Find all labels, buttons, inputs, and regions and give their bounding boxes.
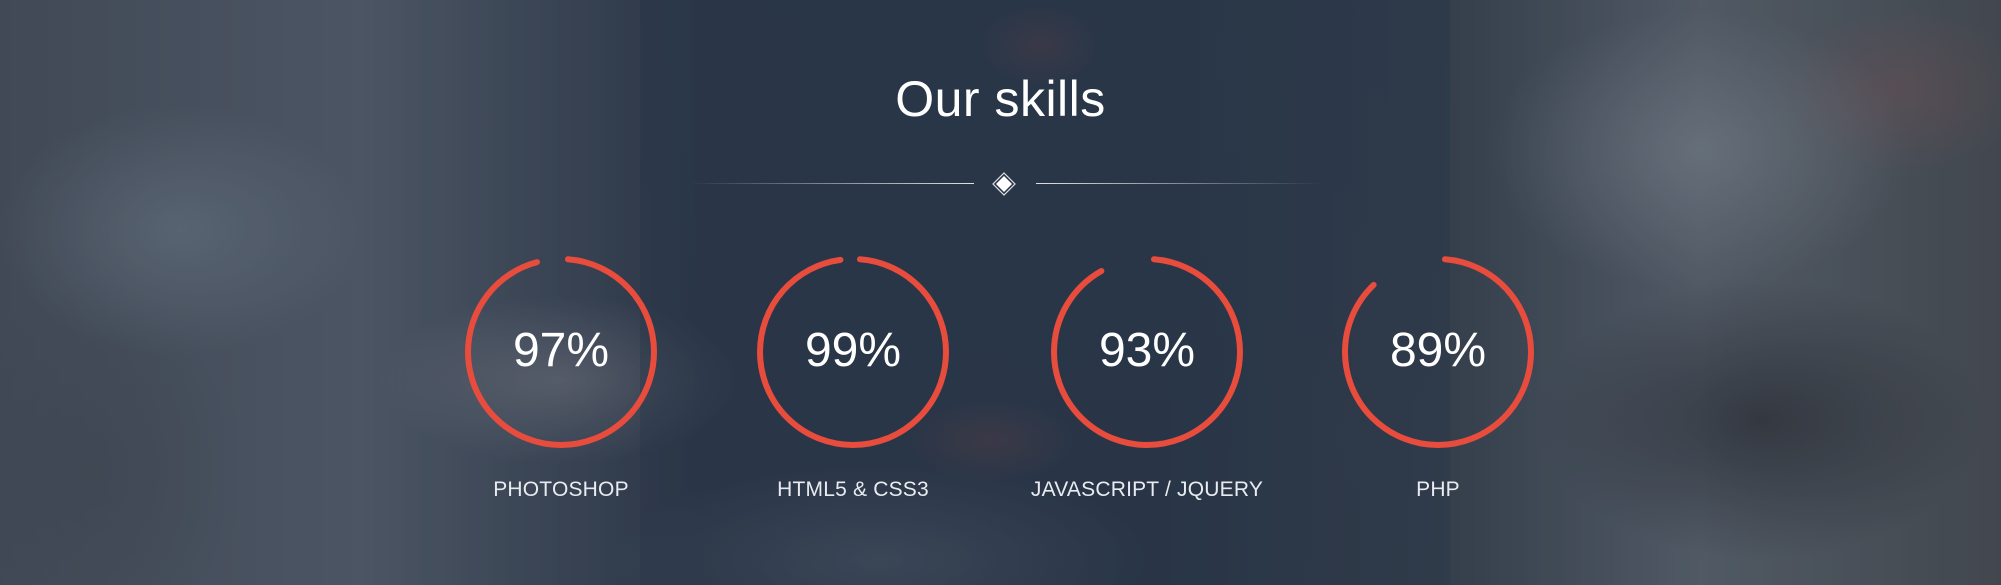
title-divider (690, 172, 1320, 196)
skill-percent: 99% (804, 324, 902, 377)
skill-label: HTML5 & CSS3 (777, 478, 929, 501)
progress-ring (757, 256, 949, 448)
skill-photoshop: 97% PHOTOSHOP (441, 250, 681, 520)
progress-arc (1051, 256, 1243, 448)
skill-php: 89% PHP (1318, 250, 1558, 520)
skill-label: PHOTOSHOP (493, 478, 629, 501)
skill-javascript-jquery: 93% JAVASCRIPT / JQUERY (1027, 250, 1267, 520)
divider-line-right (1036, 183, 1320, 184)
skills-list: 97% PHOTOSHOP 99% HTML5 & CSS3 93% JAVAS… (0, 250, 2001, 520)
progress-arc (465, 256, 657, 448)
skill-label: PHP (1416, 478, 1460, 501)
progress-arc (757, 256, 949, 448)
diamond-icon (992, 172, 1016, 196)
skill-percent: 89% (1389, 324, 1487, 377)
skill-label: JAVASCRIPT / JQUERY (1030, 478, 1264, 501)
progress-arc (1342, 256, 1534, 448)
skill-percent: 97% (512, 324, 610, 377)
skill-html5-css3: 99% HTML5 & CSS3 (733, 250, 973, 520)
progress-ring (1051, 256, 1243, 448)
progress-ring (1342, 256, 1534, 448)
section-title: Our skills (895, 71, 1106, 127)
skill-percent: 93% (1098, 324, 1196, 377)
divider-line-left (690, 183, 974, 184)
progress-ring (465, 256, 657, 448)
